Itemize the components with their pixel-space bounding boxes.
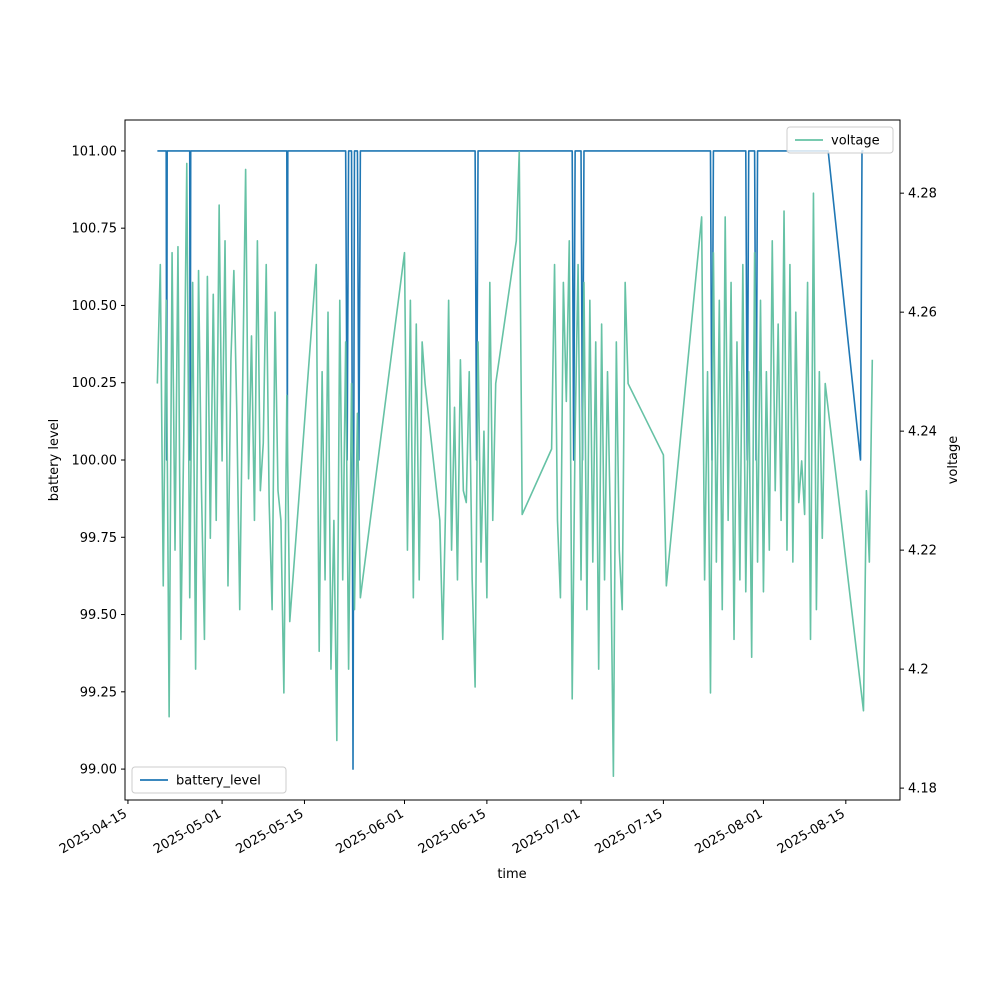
legend-label: voltage — [831, 134, 880, 149]
y-tick-label: 99.25 — [80, 685, 117, 700]
legend-label: battery_level — [176, 774, 261, 789]
series-line — [156, 150, 874, 777]
y-tick-label: 99.50 — [80, 608, 117, 623]
y2-axis-label: voltage — [946, 436, 961, 485]
y2-tick-label: 4.28 — [908, 187, 937, 202]
y-tick-label: 100.25 — [72, 376, 118, 391]
y-tick-label: 101.00 — [72, 144, 118, 159]
y2-tick-label: 4.2 — [908, 663, 929, 678]
y2-tick-label: 4.26 — [908, 306, 937, 321]
legend-box — [786, 126, 894, 154]
y2-tick-label: 4.22 — [908, 544, 937, 559]
y-tick-label: 99.00 — [80, 763, 117, 778]
y-tick-label: 100.75 — [72, 222, 118, 237]
y-tick-label: 100.50 — [72, 299, 118, 314]
x-axis-label: time — [497, 867, 526, 882]
legend-box — [131, 766, 287, 794]
y-axis-label: battery level — [47, 419, 62, 502]
y-tick-label: 99.75 — [80, 531, 117, 546]
y-tick-label: 100.00 — [72, 454, 118, 469]
y2-tick-label: 4.18 — [908, 782, 937, 797]
y2-tick-label: 4.24 — [908, 425, 937, 440]
